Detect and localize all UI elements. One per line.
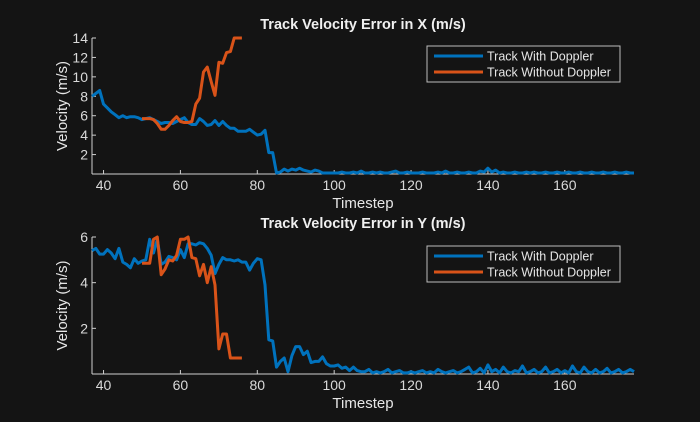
y-tick-label: 14 [72,30,88,46]
x-axis-label: Timestep [332,195,393,212]
x-tick-label: 120 [399,377,423,393]
y-tick-label: 12 [72,49,88,65]
legend-entry: Track Without Doppler [487,66,611,80]
x-tick-label: 140 [476,177,500,193]
series-line-without-doppler [142,36,242,131]
x-tick-label: 160 [553,377,577,393]
y-tick-label: 2 [80,320,88,336]
x-tick-label: 60 [173,177,189,193]
legend: Track With Doppler Track Without Doppler [426,245,621,283]
y-tick-label: 6 [80,108,88,124]
x-tick-label: 100 [322,177,346,193]
x-tick-label: 60 [173,377,189,393]
x-tick-label: 80 [250,377,266,393]
legend-box [426,245,621,283]
x-tick-label: 120 [399,177,423,193]
y-tick-label: 6 [80,229,88,245]
x-tick-label: 160 [553,177,577,193]
series-line-with-doppler [91,89,634,175]
y-tick-label: 2 [80,147,88,163]
legend: Track With Doppler Track Without Doppler [426,45,621,83]
x-tick-label: 140 [476,377,500,393]
y-tick-label: 8 [80,88,88,104]
legend-entry: Track With Doppler [487,50,594,64]
legend-entry: Track With Doppler [487,250,594,264]
x-axis-label: Timestep [332,395,393,412]
x-tick-label: 80 [250,177,266,193]
subplot-1: Track Velocity Error in X (m/s) 40 60 80 100… [54,17,634,212]
y-axis-label: Velocity (m/s) [54,61,71,151]
x-tick-label: 100 [322,377,346,393]
chart-title: Track Velocity Error in X (m/s) [260,17,466,33]
y-axis-label: Velocity (m/s) [54,260,71,350]
y-tick-label: 10 [72,69,88,85]
legend-box [426,45,621,83]
x-tick-label: 40 [96,177,112,193]
series-line-with-doppler [91,237,635,375]
y-tick-label: 4 [80,275,88,291]
legend-entry: Track Without Doppler [487,266,611,280]
y-tick-label: 4 [80,127,88,143]
chart-title: Track Velocity Error in Y (m/s) [261,216,466,232]
subplot-2: Track Velocity Error in Y (m/s) 40 60 80 100… [54,216,635,412]
series-line-without-doppler [142,235,242,360]
x-tick-label: 40 [96,377,112,393]
